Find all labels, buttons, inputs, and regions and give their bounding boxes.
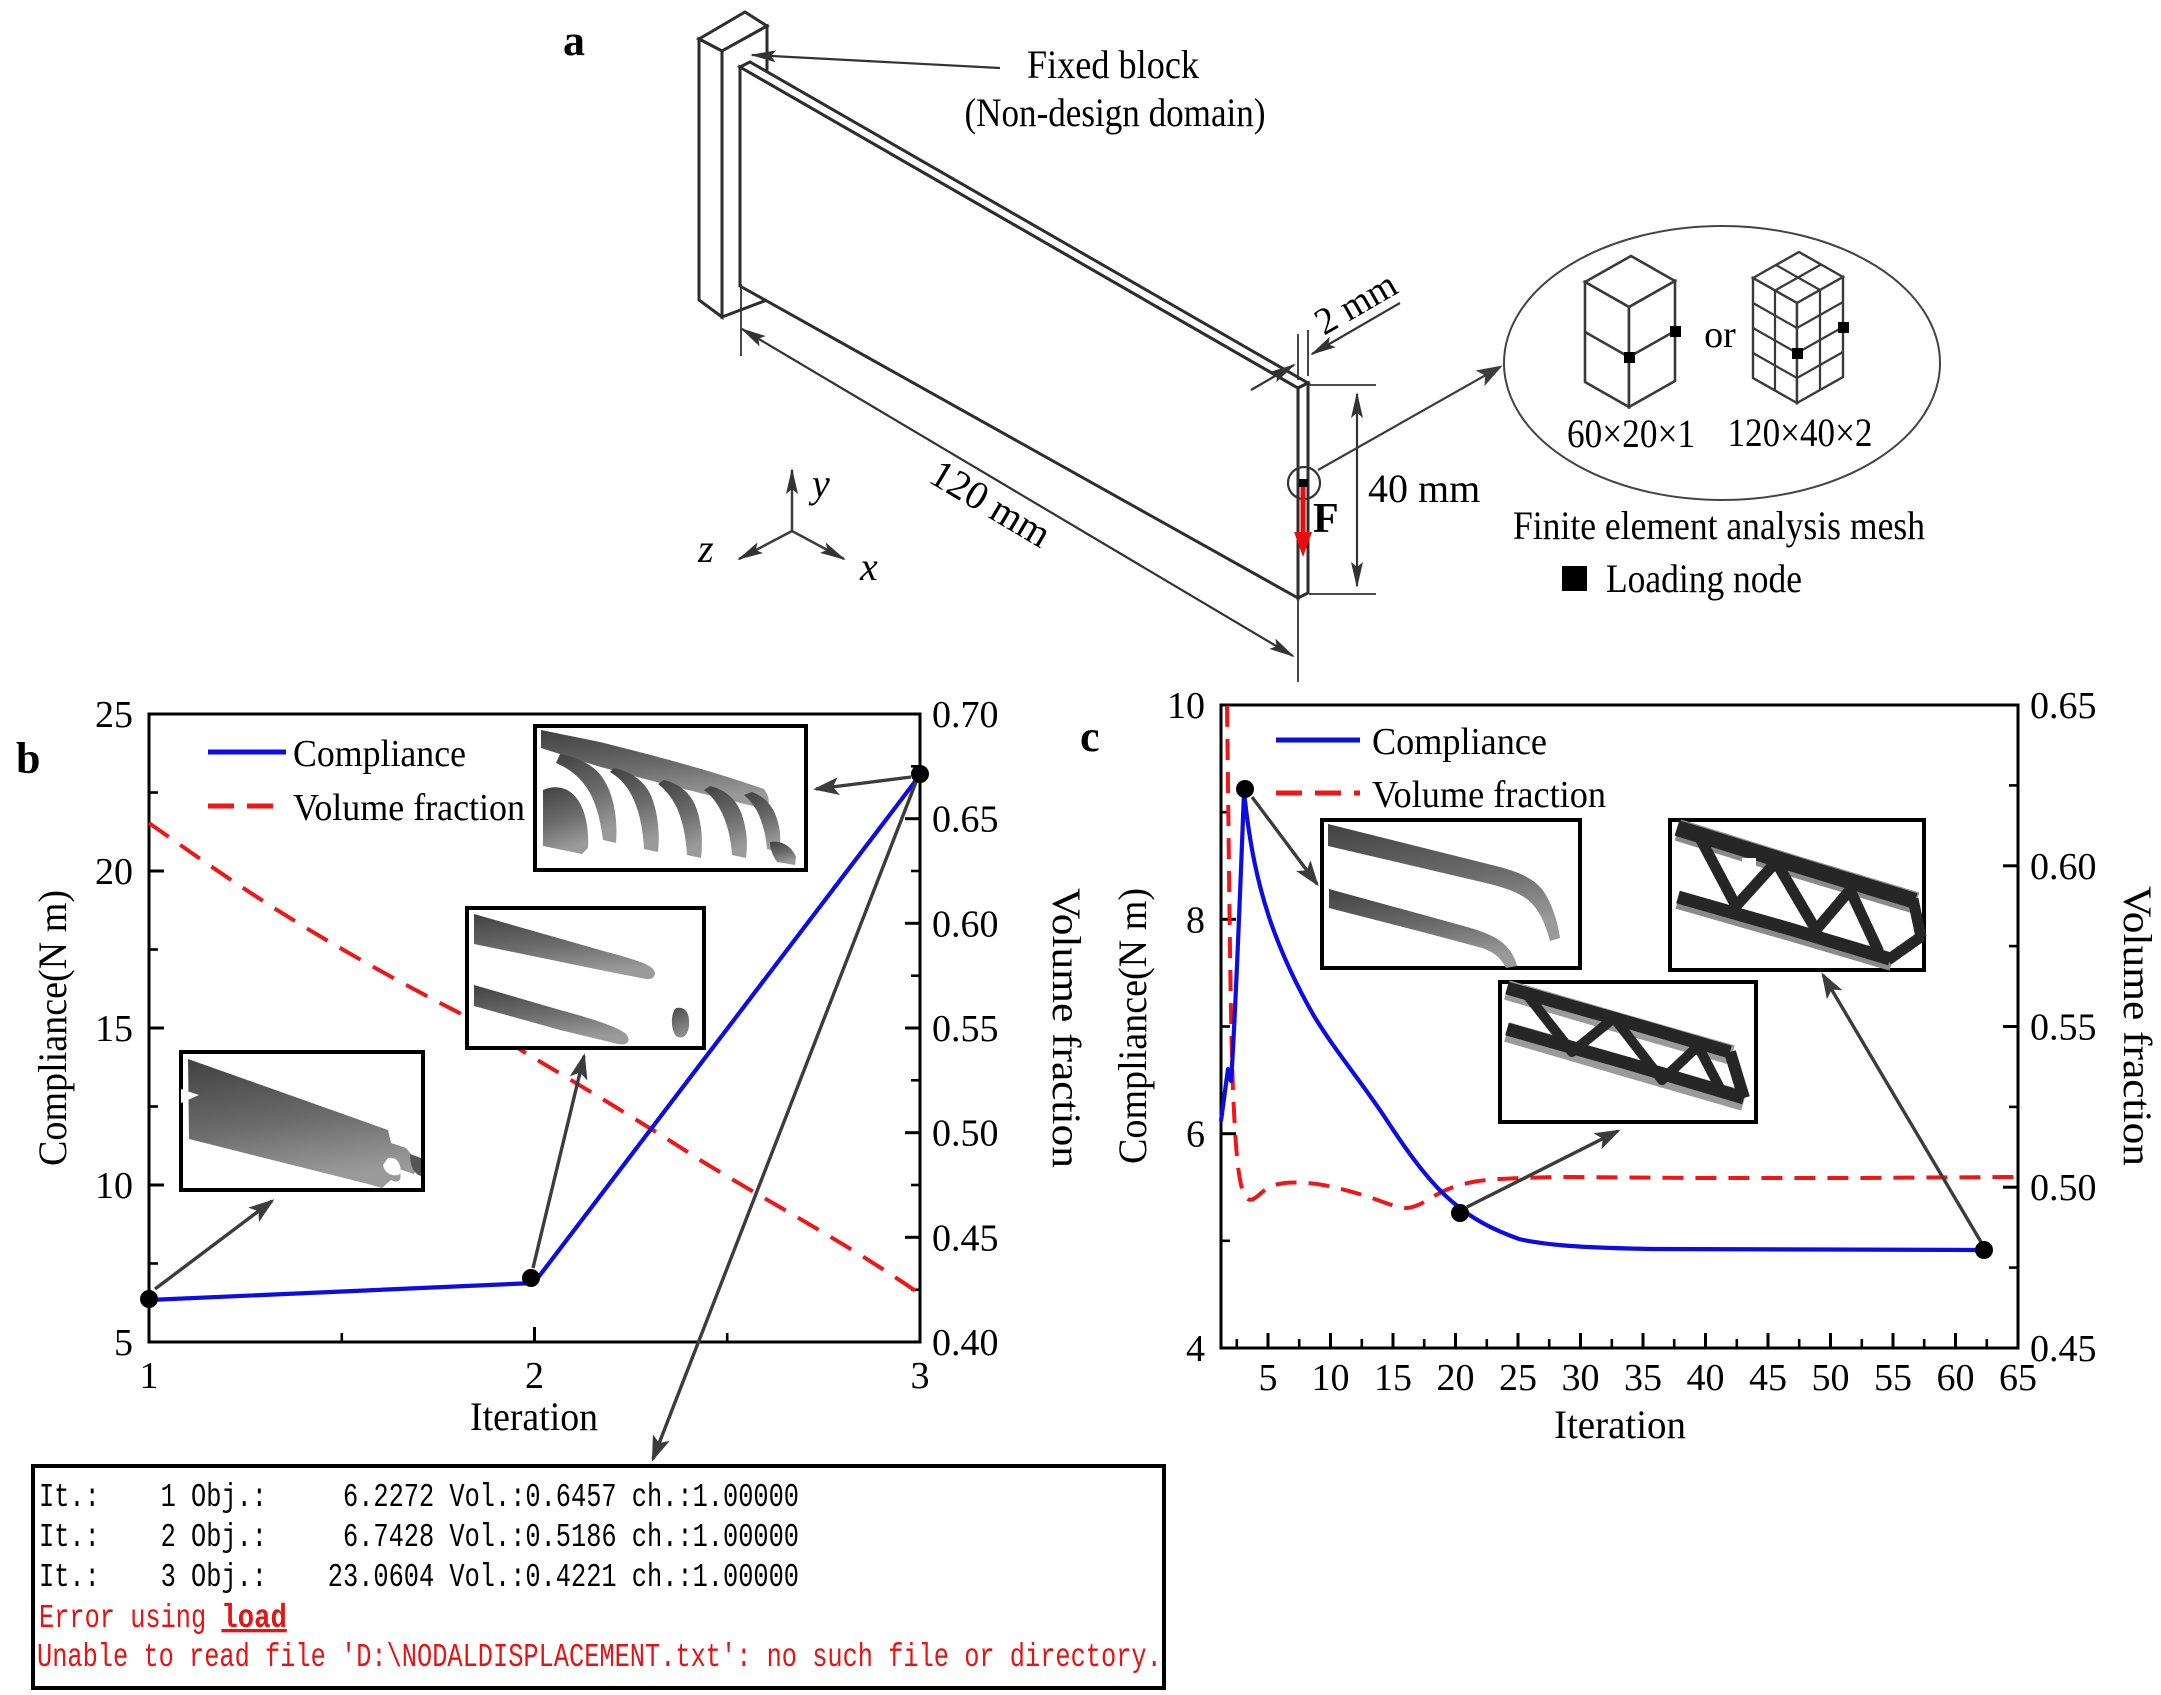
svg-text:0.70: 0.70 <box>932 694 999 736</box>
svg-text:z: z <box>697 526 714 571</box>
svg-text:load: load <box>221 1600 286 1637</box>
svg-text:40: 40 <box>1687 1357 1725 1399</box>
svg-text:0.45: 0.45 <box>2030 1328 2097 1370</box>
svg-text:6: 6 <box>1186 1114 1205 1156</box>
svg-text:Compliance(N m): Compliance(N m) <box>1110 888 1155 1164</box>
svg-text:It.: 1 Obj.: 6.2272 Vol: It.: 1 Obj.: 6.2272 Vol.:0.6457 ch.:1.00… <box>39 1479 799 1516</box>
svg-text:60×20×1: 60×20×1 <box>1567 411 1695 456</box>
svg-text:0.50: 0.50 <box>932 1113 999 1155</box>
svg-text:Volume fraction: Volume fraction <box>2115 886 2160 1166</box>
svg-text:Error using: Error using <box>39 1600 221 1637</box>
svg-text:Compliance(N m): Compliance(N m) <box>30 890 75 1166</box>
svg-text:15: 15 <box>1374 1357 1412 1399</box>
svg-text:3: 3 <box>911 1355 930 1397</box>
svg-text:4: 4 <box>1186 1328 1205 1370</box>
svg-text:0.60: 0.60 <box>932 903 999 945</box>
svg-text:35: 35 <box>1624 1357 1662 1399</box>
svg-text:60: 60 <box>1937 1357 1975 1399</box>
svg-text:10: 10 <box>1312 1357 1350 1399</box>
svg-text:20: 20 <box>1437 1357 1475 1399</box>
svg-text:55: 55 <box>1874 1357 1912 1399</box>
svg-text:0.60: 0.60 <box>2030 846 2097 888</box>
svg-text:Loading node: Loading node <box>1606 556 1802 601</box>
svg-text:It.: 2 Obj.: 6.7428 Vol: It.: 2 Obj.: 6.7428 Vol.:0.5186 ch.:1.00… <box>39 1519 799 1556</box>
svg-text:2: 2 <box>525 1355 544 1397</box>
svg-text:Compliance: Compliance <box>1372 721 1547 763</box>
svg-text:or: or <box>1704 314 1736 356</box>
svg-text:0.65: 0.65 <box>932 799 999 841</box>
svg-text:y: y <box>808 461 830 506</box>
svg-text:Volume fraction: Volume fraction <box>1044 888 1089 1168</box>
svg-text:x: x <box>859 544 878 589</box>
svg-text:0.55: 0.55 <box>932 1008 999 1050</box>
svg-text:25: 25 <box>1499 1357 1537 1399</box>
svg-text:Finite element analysis mesh: Finite element analysis mesh <box>1513 503 1925 548</box>
svg-text:0.65: 0.65 <box>2030 685 2097 727</box>
svg-text:It.: 3 Obj.: 23.0604 Vol: It.: 3 Obj.: 23.0604 Vol.:0.4221 ch.:1.0… <box>39 1559 799 1596</box>
svg-text:F: F <box>1313 496 1339 542</box>
svg-text:45: 45 <box>1749 1357 1787 1399</box>
svg-text:0.40: 0.40 <box>932 1322 999 1364</box>
svg-text:b: b <box>16 734 40 783</box>
svg-text:Fixed block: Fixed block <box>1027 42 1199 87</box>
svg-text:Unable to read file 'D:\NODALD: Unable to read file 'D:\NODALDISPLACEMEN… <box>37 1639 1162 1676</box>
svg-text:30: 30 <box>1562 1357 1600 1399</box>
svg-text:8: 8 <box>1186 899 1205 941</box>
svg-text:Volume fraction: Volume fraction <box>293 787 525 829</box>
svg-text:50: 50 <box>1812 1357 1850 1399</box>
svg-text:120×40×2: 120×40×2 <box>1728 410 1873 455</box>
svg-text:40 mm: 40 mm <box>1368 466 1480 511</box>
svg-text:0.55: 0.55 <box>2030 1007 2097 1049</box>
svg-text:10: 10 <box>1167 685 1205 727</box>
svg-text:25: 25 <box>95 694 133 736</box>
svg-text:0.50: 0.50 <box>2030 1167 2097 1209</box>
svg-text:Volume fraction: Volume fraction <box>1372 774 1606 816</box>
svg-text:5: 5 <box>114 1322 133 1364</box>
svg-text:10: 10 <box>95 1165 133 1207</box>
svg-text:5: 5 <box>1259 1357 1278 1399</box>
svg-text:1: 1 <box>140 1355 159 1397</box>
svg-text:0.45: 0.45 <box>932 1217 999 1259</box>
svg-text:c: c <box>1080 712 1100 761</box>
svg-text:20: 20 <box>95 851 133 893</box>
svg-text:15: 15 <box>95 1008 133 1050</box>
svg-text:a: a <box>563 16 585 65</box>
svg-text:(Non-design domain): (Non-design domain) <box>965 90 1266 135</box>
svg-text:Iteration: Iteration <box>1554 1402 1686 1447</box>
svg-text:Iteration: Iteration <box>470 1394 598 1439</box>
svg-text:65: 65 <box>1999 1357 2037 1399</box>
svg-text:Compliance: Compliance <box>293 733 466 775</box>
